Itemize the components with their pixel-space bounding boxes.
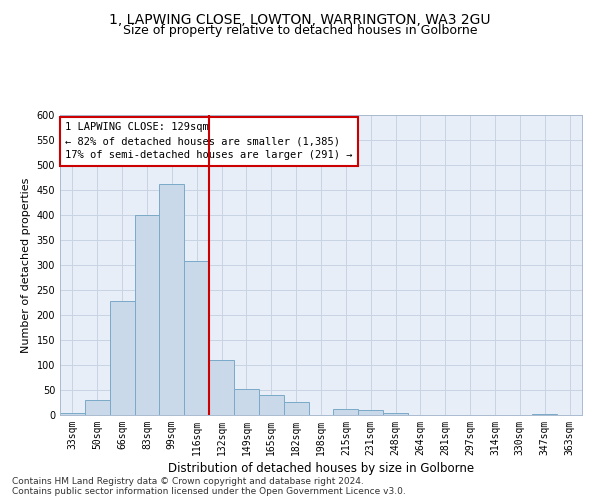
Text: Contains public sector information licensed under the Open Government Licence v3: Contains public sector information licen…	[12, 487, 406, 496]
Bar	[234, 389, 259, 415]
Bar	[85, 400, 110, 415]
Bar	[259, 395, 284, 415]
Y-axis label: Number of detached properties: Number of detached properties	[21, 178, 31, 352]
Bar	[160, 184, 184, 415]
Text: Size of property relative to detached houses in Golborne: Size of property relative to detached ho…	[123, 24, 477, 37]
Bar	[134, 215, 160, 415]
Bar	[383, 412, 408, 415]
Bar	[334, 408, 358, 415]
Text: Contains HM Land Registry data © Crown copyright and database right 2024.: Contains HM Land Registry data © Crown c…	[12, 477, 364, 486]
Bar	[532, 414, 557, 415]
Bar	[110, 301, 134, 415]
X-axis label: Distribution of detached houses by size in Golborne: Distribution of detached houses by size …	[168, 462, 474, 475]
Bar	[60, 412, 85, 415]
Bar	[209, 360, 234, 415]
Bar	[184, 261, 209, 415]
Text: 1 LAPWING CLOSE: 129sqm
← 82% of detached houses are smaller (1,385)
17% of semi: 1 LAPWING CLOSE: 129sqm ← 82% of detache…	[65, 122, 353, 160]
Bar	[284, 402, 308, 415]
Text: 1, LAPWING CLOSE, LOWTON, WARRINGTON, WA3 2GU: 1, LAPWING CLOSE, LOWTON, WARRINGTON, WA…	[109, 12, 491, 26]
Bar	[358, 410, 383, 415]
